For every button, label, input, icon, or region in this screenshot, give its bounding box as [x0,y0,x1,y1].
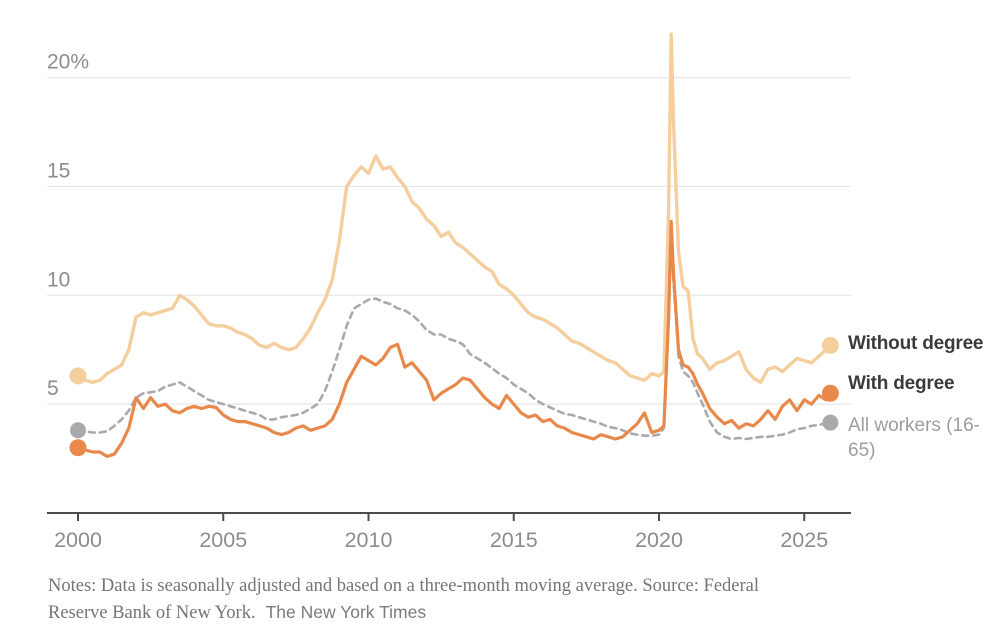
notes-line-2: Reserve Bank of New York. The New York Ti… [48,599,958,626]
legend-label-with-degree: With degree [848,373,955,394]
series-line-all-workers-16-65- [76,230,832,441]
notes-source: Reserve Bank of New York. [48,603,256,623]
legend-item-without-degree: Without degree [848,332,984,356]
endpoint-dot-with-degree [821,384,839,402]
legend-item-with-degree: With degree [848,372,955,396]
notes-credit: The New York Times [265,602,427,622]
x-tick-label: 2000 [54,528,102,552]
series-line-with-degree [76,219,832,458]
endpoint-dot-without-degree [821,336,839,354]
endpoint-dot-without-degree [69,367,87,385]
x-tick-label: 2020 [635,528,683,552]
x-tick-label: 2010 [345,528,393,552]
endpoint-dot-all-workers-16-65- [822,414,839,431]
x-tick-label: 2005 [199,528,247,552]
chart-notes: Notes: Data is seasonally adjusted and b… [48,573,958,626]
notes-line-1: Notes: Data is seasonally adjusted and b… [48,576,760,596]
endpoint-dot-all-workers-16-65- [70,422,86,439]
x-tick-label: 2015 [490,528,538,552]
y-tick-label: 10 [47,268,70,291]
legend-label-all-workers: All workers (16-65) [848,415,980,461]
series-line-without-degree [76,32,833,385]
x-tick-label: 2025 [780,528,828,552]
y-tick-label: 15 [47,159,70,182]
y-tick-label: 20% [47,51,89,74]
legend-label-without-degree: Without degree [848,333,984,354]
y-tick-label: 5 [47,377,59,400]
endpoint-dot-with-degree [69,439,87,457]
legend-item-all-workers: All workers (16-65) [848,413,980,463]
